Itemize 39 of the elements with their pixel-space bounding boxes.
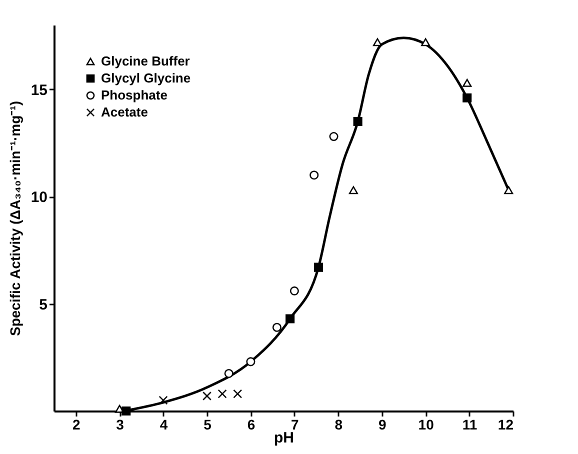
x-tick-label: 10 bbox=[418, 416, 434, 432]
x-tick-label: 12 bbox=[498, 416, 514, 432]
point bbox=[462, 78, 472, 87]
point bbox=[504, 186, 514, 194]
x-tick-label: 5 bbox=[204, 416, 212, 432]
x-axis-title: pH bbox=[274, 430, 294, 446]
legend-label: Phosphate bbox=[101, 88, 168, 102]
x-tick-label: 7 bbox=[291, 416, 300, 432]
point bbox=[421, 38, 430, 46]
x-tick-label: 8 bbox=[334, 416, 343, 432]
x-tick-label: 9 bbox=[378, 416, 386, 432]
point bbox=[310, 170, 319, 180]
point bbox=[158, 396, 168, 405]
legend-label: Acetate bbox=[101, 104, 148, 120]
point bbox=[224, 368, 234, 378]
legend-label: Glycyl Glycine bbox=[101, 70, 191, 86]
point bbox=[286, 314, 295, 324]
point bbox=[233, 389, 242, 398]
x-tick-label: 6 bbox=[247, 416, 256, 432]
point bbox=[348, 186, 358, 194]
point bbox=[353, 116, 362, 126]
point bbox=[246, 357, 256, 366]
point bbox=[314, 262, 323, 272]
y-tick-label: 5 bbox=[39, 296, 48, 314]
x-tick-label: 2 bbox=[72, 416, 80, 432]
point bbox=[462, 93, 472, 102]
point bbox=[272, 322, 282, 332]
x-tick-label: 4 bbox=[160, 416, 168, 432]
x-tick-label: 11 bbox=[462, 416, 478, 432]
point bbox=[372, 38, 382, 46]
point bbox=[290, 286, 299, 296]
y-tick-label: 15 bbox=[30, 82, 48, 99]
point bbox=[218, 389, 227, 398]
point bbox=[202, 391, 212, 401]
point bbox=[329, 132, 338, 142]
x-tick-label: 3 bbox=[116, 416, 124, 432]
legend-label: Glycine Buffer bbox=[101, 54, 190, 68]
y-axis-title: Specific Activity (ΔA₃₄₀·min⁻¹·mg⁻¹) bbox=[6, 100, 23, 336]
y-tick-label: 10 bbox=[30, 189, 48, 206]
